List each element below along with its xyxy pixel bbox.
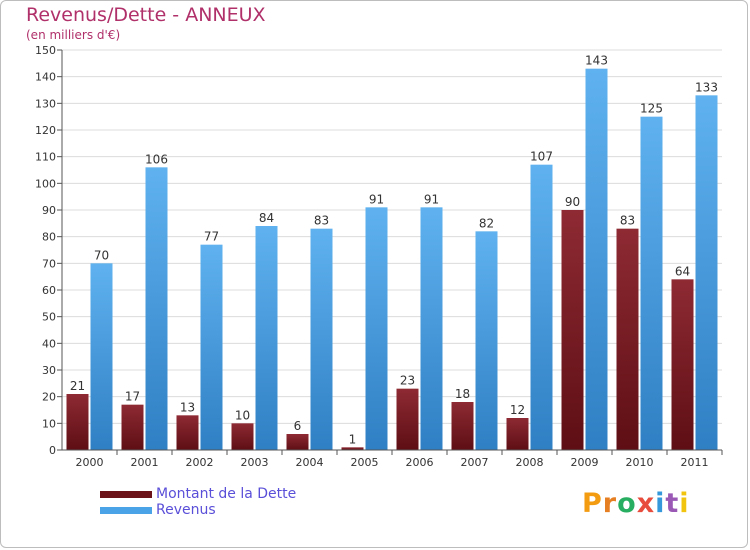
bar-dette <box>561 210 584 450</box>
bar-dette <box>176 415 199 450</box>
logo-letter: i <box>655 488 666 519</box>
x-tick-label: 2001 <box>131 456 159 469</box>
y-tick-label: 120 <box>35 124 56 137</box>
bar-revenus <box>90 263 113 450</box>
logo-letter: x <box>636 488 656 519</box>
x-tick-label: 2004 <box>296 456 324 469</box>
bar-dette <box>286 434 309 450</box>
bar-revenus <box>145 167 168 451</box>
x-tick-label: 2007 <box>461 456 489 469</box>
data-label: 83 <box>620 214 635 228</box>
data-label: 143 <box>585 54 608 68</box>
data-label: 12 <box>510 403 525 417</box>
legend-swatch-revenus <box>100 506 152 514</box>
legend-label-revenus: Revenus <box>156 502 216 518</box>
chart-subtitle: (en milliers d'€) <box>26 28 121 42</box>
y-tick-label: 90 <box>42 204 56 217</box>
bar-dette <box>671 279 694 450</box>
legend-item-revenus: Revenus <box>100 502 296 518</box>
bar-dette <box>396 388 419 450</box>
bar-dette <box>341 447 364 450</box>
data-label: 1 <box>349 432 357 446</box>
bar-revenus <box>475 231 498 450</box>
bar-revenus <box>255 226 278 450</box>
data-label: 84 <box>259 211 274 225</box>
x-tick-label: 2003 <box>241 456 269 469</box>
legend-swatch-dette <box>100 490 152 498</box>
x-tick-label: 2011 <box>681 456 709 469</box>
bar-dette <box>66 394 89 450</box>
x-tick-label: 2006 <box>406 456 434 469</box>
bar-revenus <box>365 207 388 450</box>
chart-title: Revenus/Dette - ANNEUX <box>26 4 266 26</box>
legend-item-dette: Montant de la Dette <box>100 486 296 502</box>
data-label: 133 <box>695 80 718 94</box>
labels-layer: 21 70 17 106 13 77 10 84 6 83 1 91 23 91 18 82 12 107 90 14… <box>70 54 718 447</box>
data-label: 6 <box>294 419 302 433</box>
x-tick-label: 2010 <box>626 456 654 469</box>
bar-revenus <box>530 164 553 450</box>
data-label: 18 <box>455 387 470 401</box>
logo-letter: o <box>617 488 637 519</box>
bar-dette <box>506 418 529 450</box>
data-label: 21 <box>70 379 85 393</box>
y-tick-label: 0 <box>49 444 56 457</box>
logo-letter: P <box>582 488 603 519</box>
legend-label-dette: Montant de la Dette <box>156 486 297 502</box>
data-label: 70 <box>94 248 109 262</box>
x-tick-label: 2002 <box>186 456 214 469</box>
y-tick-label: 20 <box>42 391 56 404</box>
x-tick-label: 2005 <box>351 456 379 469</box>
data-label: 82 <box>479 216 494 230</box>
y-tick-label: 60 <box>42 284 56 297</box>
data-label: 64 <box>675 264 690 278</box>
bar-revenus <box>310 228 333 450</box>
bar-revenus <box>585 68 608 451</box>
data-label: 125 <box>640 102 663 116</box>
data-label: 13 <box>180 400 195 414</box>
data-label: 91 <box>369 192 384 206</box>
data-label: 83 <box>314 214 329 228</box>
data-label: 77 <box>204 230 219 244</box>
y-tick-label: 130 <box>35 97 56 110</box>
y-tick-label: 10 <box>42 417 56 430</box>
y-tick-label: 80 <box>42 231 56 244</box>
bar-revenus <box>695 95 718 450</box>
bar-revenus <box>200 244 223 450</box>
data-label: 23 <box>400 374 415 388</box>
legend: Montant de la Dette Revenus <box>100 486 296 518</box>
y-tick-label: 30 <box>42 364 56 377</box>
y-tick-label: 100 <box>35 177 56 190</box>
bar-dette <box>451 402 474 450</box>
data-label: 17 <box>125 390 140 404</box>
bar-dette <box>121 404 144 450</box>
bar-revenus <box>640 116 663 451</box>
x-tick-label: 2009 <box>571 456 599 469</box>
data-label: 91 <box>424 192 439 206</box>
x-tick-label: 2000 <box>76 456 104 469</box>
y-tick-label: 140 <box>35 71 56 84</box>
x-tick-label: 2008 <box>516 456 544 469</box>
logo-letter: r <box>602 488 618 519</box>
proxiti-logo: Proxiti <box>582 488 690 519</box>
y-tick-label: 110 <box>35 151 56 164</box>
bar-dette <box>616 228 639 450</box>
data-label: 10 <box>235 408 250 422</box>
bars-layer <box>66 68 718 451</box>
bar-revenus <box>420 207 443 450</box>
axis-layer: 0102030405060708090100110120130140150200… <box>35 44 723 469</box>
logo-letter: t <box>665 488 680 519</box>
y-tick-label: 40 <box>42 337 56 350</box>
y-tick-label: 150 <box>35 44 56 57</box>
data-label: 106 <box>145 152 168 166</box>
bar-dette <box>231 423 254 450</box>
y-tick-label: 50 <box>42 311 56 324</box>
data-label: 90 <box>565 195 580 209</box>
y-tick-label: 70 <box>42 257 56 270</box>
logo-letter: i <box>679 488 690 519</box>
data-label: 107 <box>530 150 553 164</box>
